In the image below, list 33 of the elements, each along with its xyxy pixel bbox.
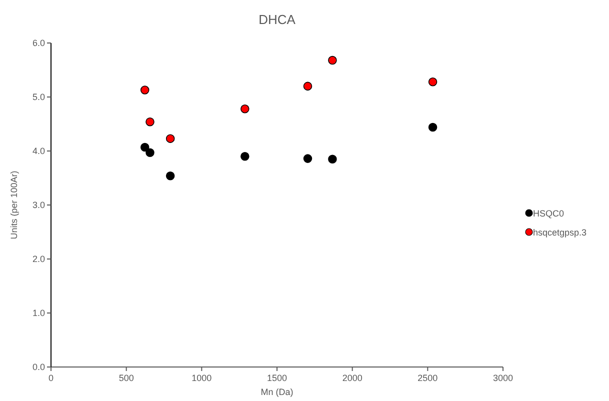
y-tick-label: 5.0	[32, 92, 45, 102]
legend-label: HSQC0	[533, 208, 564, 218]
y-tick-label: 1.0	[32, 308, 45, 318]
point	[428, 78, 438, 86]
point	[140, 86, 150, 94]
chart-title: DHCA	[258, 12, 296, 27]
point	[146, 117, 154, 126]
y-tick-label: 3.0	[32, 200, 45, 210]
x-tick-label: 2500	[418, 373, 438, 383]
x-tick-label: 1000	[192, 373, 212, 383]
point	[166, 134, 175, 143]
point	[140, 142, 150, 152]
y-tick-label: 4.0	[32, 146, 45, 156]
y-tick-label: 2.0	[32, 254, 45, 264]
x-axis-title: Mn (Da)	[260, 387, 294, 397]
y-tick-label: 6.0	[32, 38, 45, 48]
x-tick-label: 1500	[266, 373, 288, 383]
point	[328, 56, 337, 65]
point	[303, 154, 312, 163]
point	[240, 104, 250, 114]
point	[428, 122, 438, 132]
point	[328, 154, 337, 164]
y-axis-title: Units (per 100Ar)	[9, 170, 19, 240]
point	[166, 171, 175, 180]
x-tick-label: 2000	[342, 373, 362, 383]
x-tick-label: 500	[118, 373, 134, 383]
point	[303, 82, 312, 91]
point	[240, 152, 250, 161]
x-tick-label: 3000	[492, 373, 514, 383]
x-tick-label: 0	[48, 373, 54, 383]
point	[146, 148, 154, 157]
legend-label: hsqcetgpsp.3	[533, 228, 587, 238]
y-tick-label: 0.0	[32, 362, 45, 372]
